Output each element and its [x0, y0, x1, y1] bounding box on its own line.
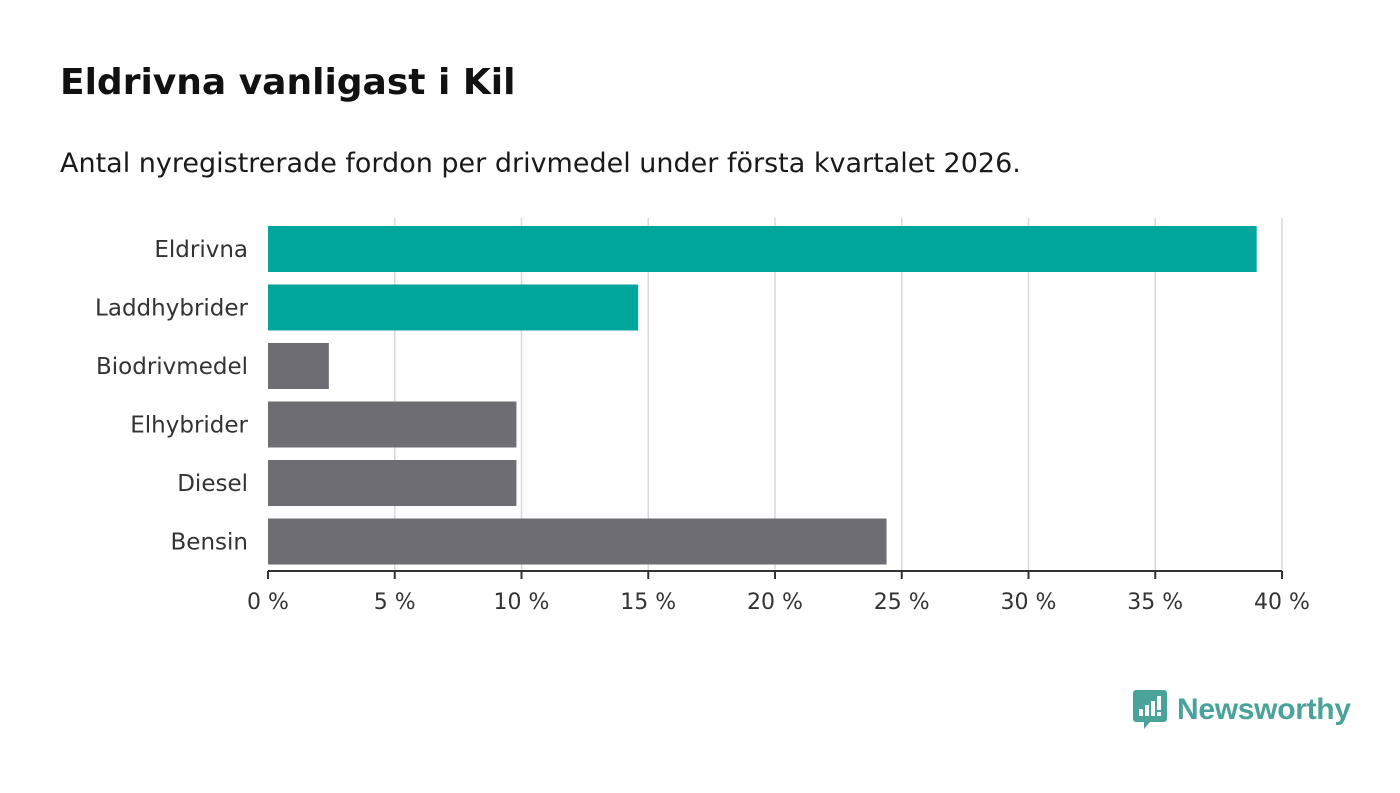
brand-logo: Newsworthy	[1133, 690, 1351, 730]
x-axis: 0 % 5 % 10 % 15 % 20 % 25 % 30 % 35 % 40 %	[247, 570, 1310, 615]
x-tick-label: 5 %	[374, 590, 416, 615]
category-label: Eldrivna	[154, 237, 248, 263]
chart-title: Eldrivna vanligast i Kil	[60, 62, 516, 103]
x-tick-label: 25 %	[874, 590, 930, 615]
bar-bensin	[268, 518, 887, 565]
bar-eldrivna	[268, 226, 1257, 272]
bar-elhybrider	[268, 401, 517, 448]
category-label: Diesel	[177, 471, 248, 497]
bar-diesel	[268, 460, 517, 506]
bar-biodrivmedel	[268, 343, 329, 389]
x-tick-label: 0 %	[247, 590, 289, 615]
category-label: Laddhybrider	[95, 296, 248, 322]
chart-subtitle: Antal nyregistrerade fordon per drivmede…	[60, 148, 1021, 179]
category-label: Biodrivmedel	[96, 354, 248, 380]
category-label: Elhybrider	[130, 413, 248, 439]
x-tick-label: 10 %	[494, 590, 550, 615]
bar-laddhybrider	[268, 284, 639, 331]
category-labels: Eldrivna Laddhybrider Biodrivmedel Elhybrid…	[95, 237, 248, 556]
x-tick-label: 20 %	[747, 590, 803, 615]
category-label: Bensin	[171, 530, 248, 556]
x-tick-label: 35 %	[1127, 590, 1183, 615]
x-tick-label: 30 %	[1001, 590, 1057, 615]
bars	[268, 226, 1257, 565]
x-tick-label: 15 %	[620, 590, 676, 615]
gridlines	[394, 218, 1283, 571]
x-tick-label: 40 %	[1254, 590, 1310, 615]
newsworthy-logo-icon	[1133, 690, 1167, 729]
brand-name: Newsworthy	[1177, 693, 1351, 726]
